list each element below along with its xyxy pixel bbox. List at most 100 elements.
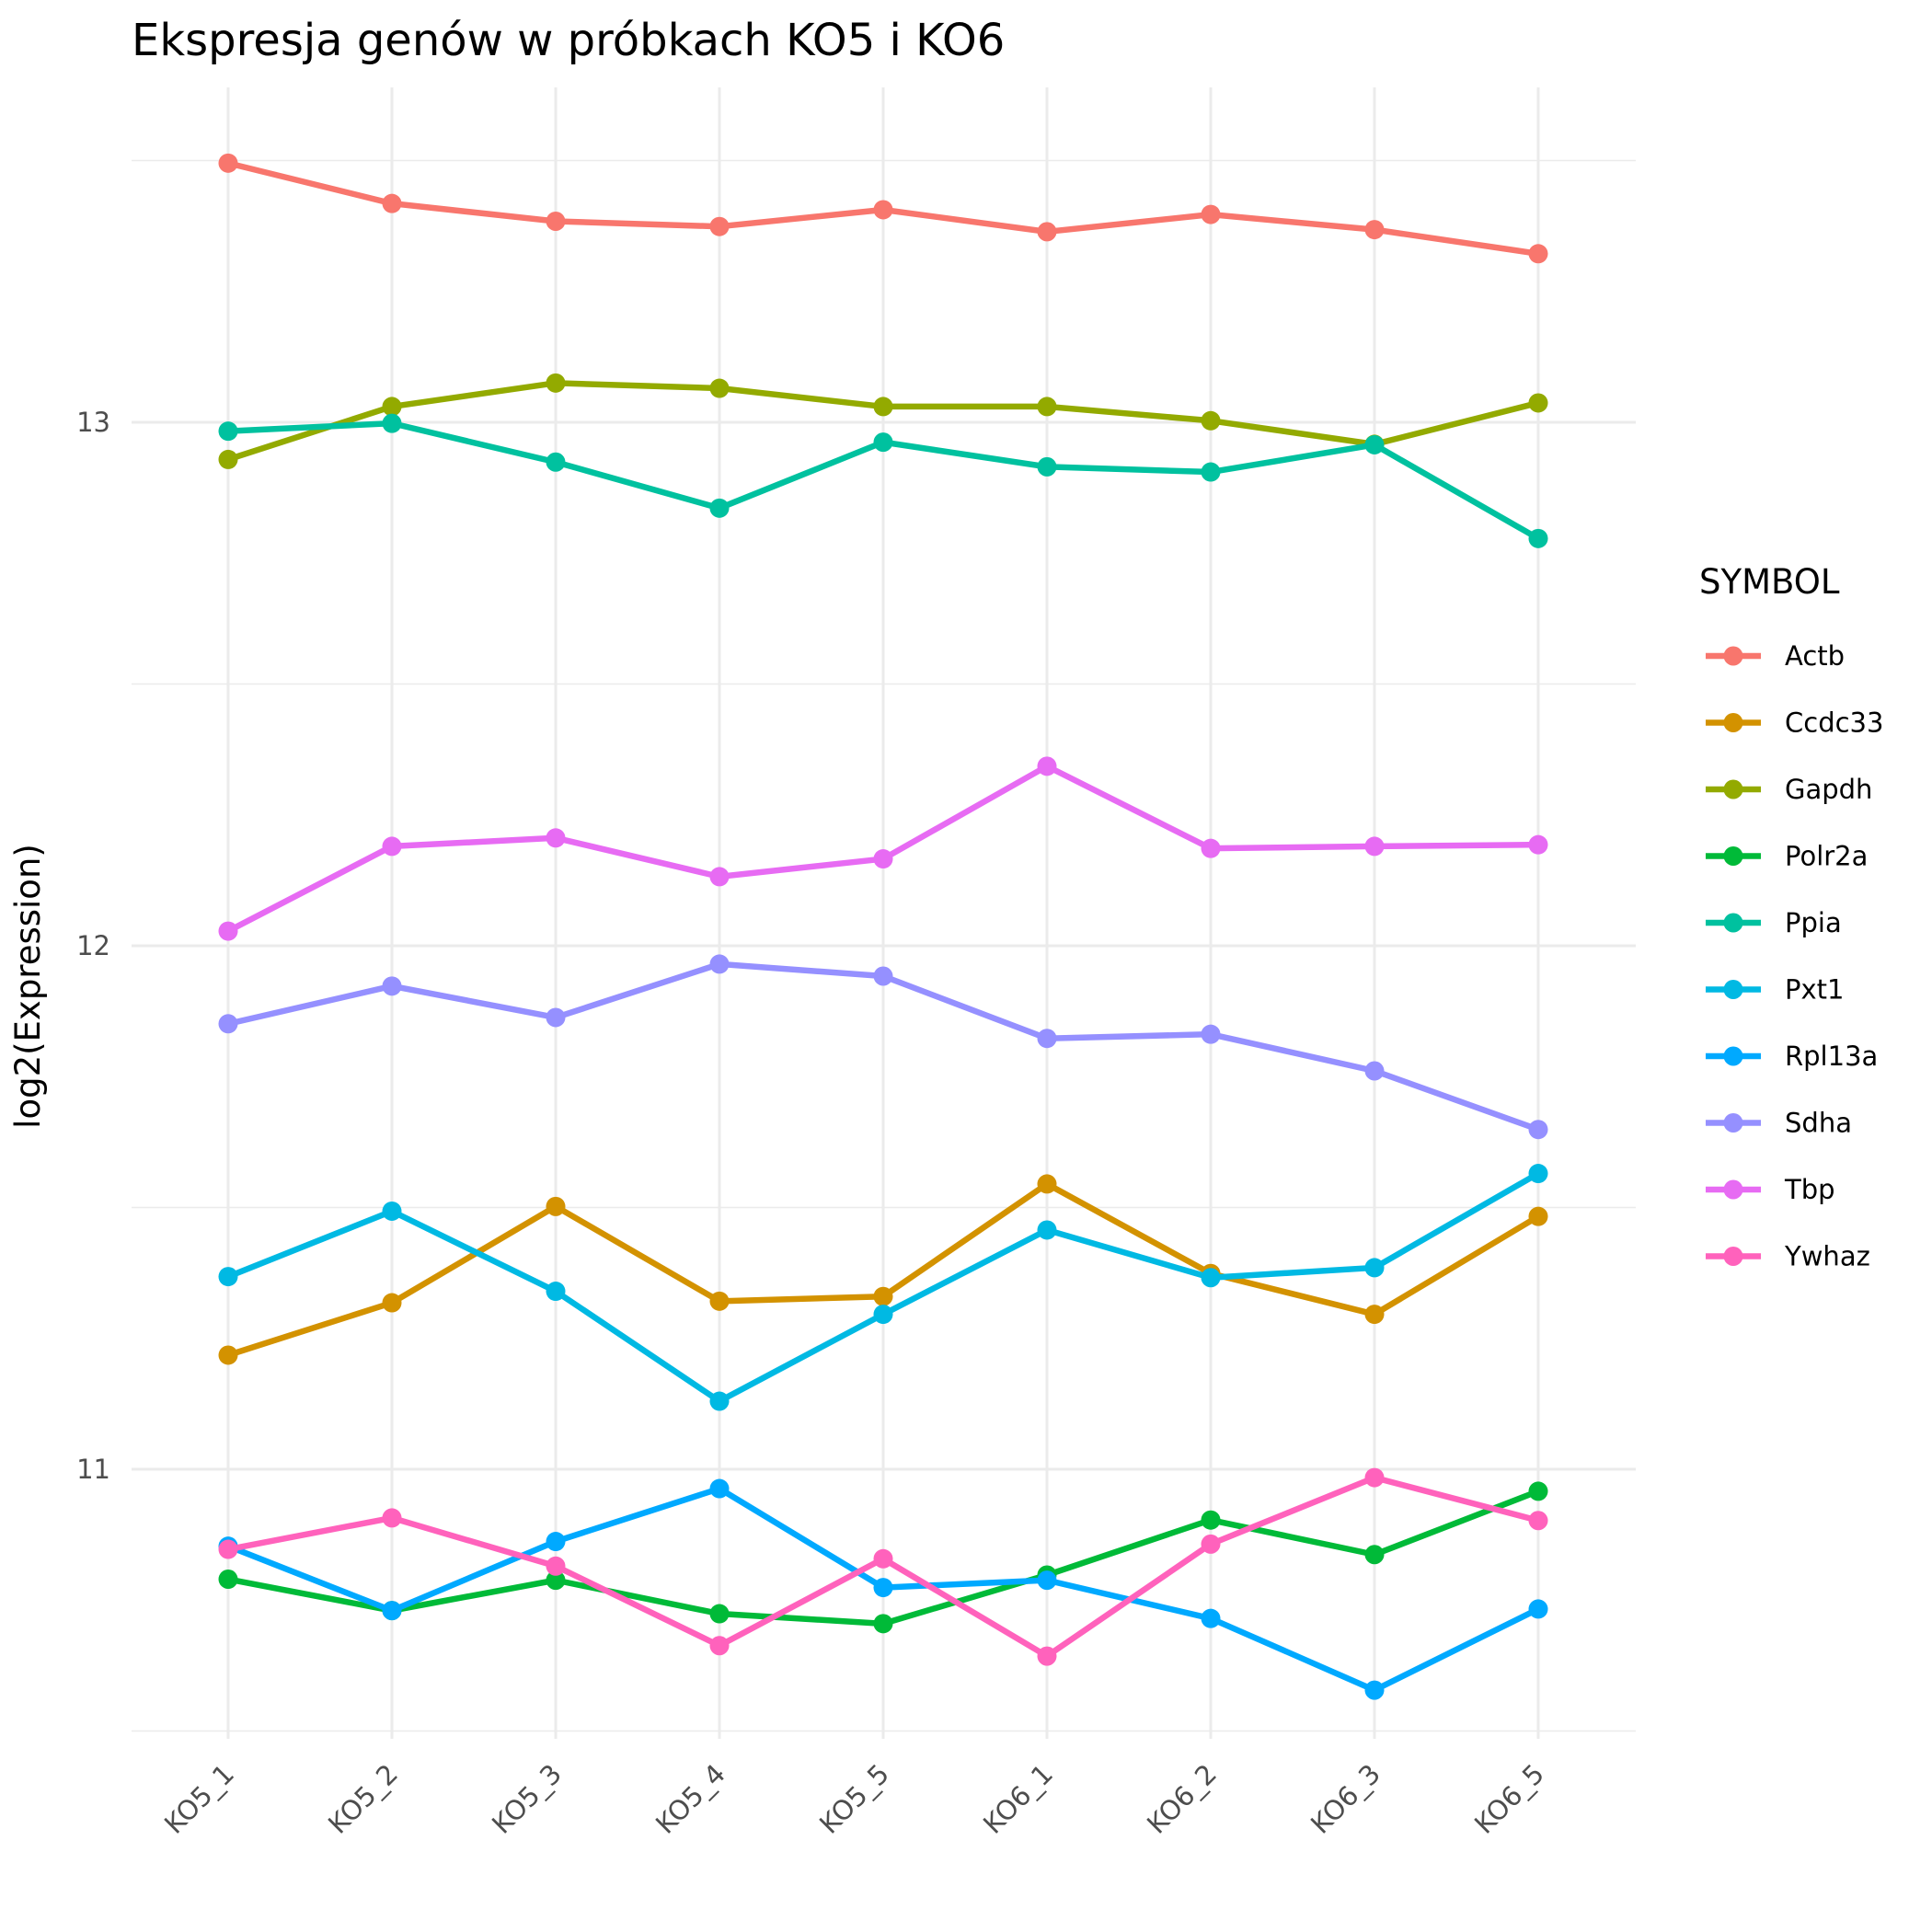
legend-title: SYMBOL	[1699, 562, 1840, 602]
data-point	[1037, 756, 1057, 776]
data-point	[382, 193, 402, 213]
data-point	[1037, 1174, 1057, 1194]
data-point	[873, 1286, 893, 1306]
data-point	[218, 921, 238, 941]
data-point	[873, 1548, 893, 1569]
y-tick-label: 11	[76, 1454, 110, 1485]
data-point	[1201, 1534, 1221, 1554]
data-point	[709, 216, 730, 236]
data-point	[873, 1305, 893, 1325]
legend-swatch-point	[1723, 913, 1743, 933]
data-point	[1037, 1220, 1057, 1240]
x-tick-label: KO5_5	[813, 1758, 895, 1840]
data-point	[1528, 528, 1548, 548]
data-point	[709, 1291, 730, 1311]
data-point	[218, 449, 238, 469]
x-tick-label: KO6_1	[977, 1758, 1059, 1840]
data-point	[546, 1556, 566, 1576]
data-point	[546, 373, 566, 393]
legend-label: Polr2a	[1785, 841, 1868, 872]
legend-label: Ywhaz	[1784, 1241, 1870, 1272]
data-point	[382, 836, 402, 857]
legend-swatch-point	[1723, 980, 1743, 999]
data-point	[546, 1532, 566, 1552]
legend-label: Sdha	[1785, 1108, 1852, 1139]
data-point	[218, 1014, 238, 1034]
x-tick-label: KO5_2	[322, 1758, 404, 1840]
data-point	[1528, 393, 1548, 413]
legend-label: Pxt1	[1785, 974, 1844, 1006]
data-point	[709, 498, 730, 518]
legend-swatch-point	[1723, 1179, 1743, 1200]
legend-item-actb: Actb	[1706, 640, 1845, 672]
series-sdha	[218, 954, 1548, 1140]
data-point	[218, 1569, 238, 1589]
data-point	[546, 828, 566, 848]
data-point	[218, 421, 238, 442]
legend: SYMBOL Actb Ccdc33 Gapdh Polr2a Ppia Pxt1 Rpl1…	[1699, 562, 1883, 1272]
data-point	[1201, 1268, 1221, 1288]
legend-item-ppia: Ppia	[1706, 907, 1842, 938]
chart-title: Ekspresja genów w próbkach KO5 i KO6	[132, 15, 1005, 66]
legend-label: Ccdc33	[1785, 707, 1883, 739]
x-tick-label: KO5_1	[158, 1758, 240, 1840]
x-tick-label: KO6_2	[1141, 1758, 1223, 1840]
data-point	[709, 1391, 730, 1411]
data-point	[1037, 397, 1057, 417]
data-point	[218, 1345, 238, 1365]
legend-item-ccdc33: Ccdc33	[1706, 707, 1883, 739]
data-point	[873, 397, 893, 417]
series-pxt1	[218, 1164, 1548, 1411]
data-point	[709, 1636, 730, 1656]
data-point	[382, 1201, 402, 1221]
data-point	[1037, 1570, 1057, 1591]
legend-label: Ppia	[1785, 907, 1842, 938]
legend-item-polr2a: Polr2a	[1706, 841, 1868, 872]
data-point	[1201, 838, 1221, 858]
series-ywhaz	[218, 1467, 1548, 1666]
data-point	[1364, 1305, 1385, 1325]
data-point	[218, 1267, 238, 1287]
x-tick-label: KO6_3	[1305, 1758, 1386, 1840]
data-point	[382, 1508, 402, 1528]
data-point	[1201, 410, 1221, 431]
data-point	[1364, 1680, 1385, 1700]
y-axis-label: log2(Expression)	[8, 844, 48, 1129]
data-point	[873, 849, 893, 869]
legend-swatch-point	[1723, 1247, 1743, 1266]
y-tick-label: 12	[76, 930, 110, 961]
data-point	[709, 1604, 730, 1624]
data-point	[1364, 220, 1385, 240]
legend-item-sdha: Sdha	[1706, 1108, 1852, 1139]
data-point	[382, 976, 402, 996]
data-point	[1528, 834, 1548, 855]
x-tick-label: KO5_3	[486, 1758, 568, 1840]
legend-item-pxt1: Pxt1	[1706, 974, 1844, 1006]
data-point	[1364, 434, 1385, 454]
data-point	[218, 1539, 238, 1559]
y-tick-label: 13	[76, 407, 110, 438]
data-point	[546, 1196, 566, 1216]
legend-item-tbp: Tbp	[1706, 1174, 1835, 1205]
data-point	[382, 413, 402, 433]
data-point	[1528, 1164, 1548, 1184]
data-point	[218, 153, 238, 173]
legend-swatch-point	[1723, 646, 1743, 666]
legend-label: Actb	[1785, 640, 1845, 672]
legend-item-gapdh: Gapdh	[1706, 774, 1872, 805]
data-point	[382, 397, 402, 417]
data-point	[546, 452, 566, 472]
data-point	[1528, 1511, 1548, 1531]
data-point	[1037, 456, 1057, 477]
data-point	[1201, 462, 1221, 482]
data-point	[709, 1478, 730, 1499]
legend-items: Actb Ccdc33 Gapdh Polr2a Ppia Pxt1 Rpl13a Sdha T…	[1706, 640, 1883, 1272]
legend-swatch-point	[1723, 1046, 1743, 1066]
data-point	[1528, 1599, 1548, 1619]
data-point	[709, 378, 730, 398]
data-point	[382, 1293, 402, 1313]
series-tbp	[218, 756, 1548, 941]
data-point	[1528, 1481, 1548, 1501]
data-point	[873, 1614, 893, 1634]
data-point	[1201, 1024, 1221, 1044]
